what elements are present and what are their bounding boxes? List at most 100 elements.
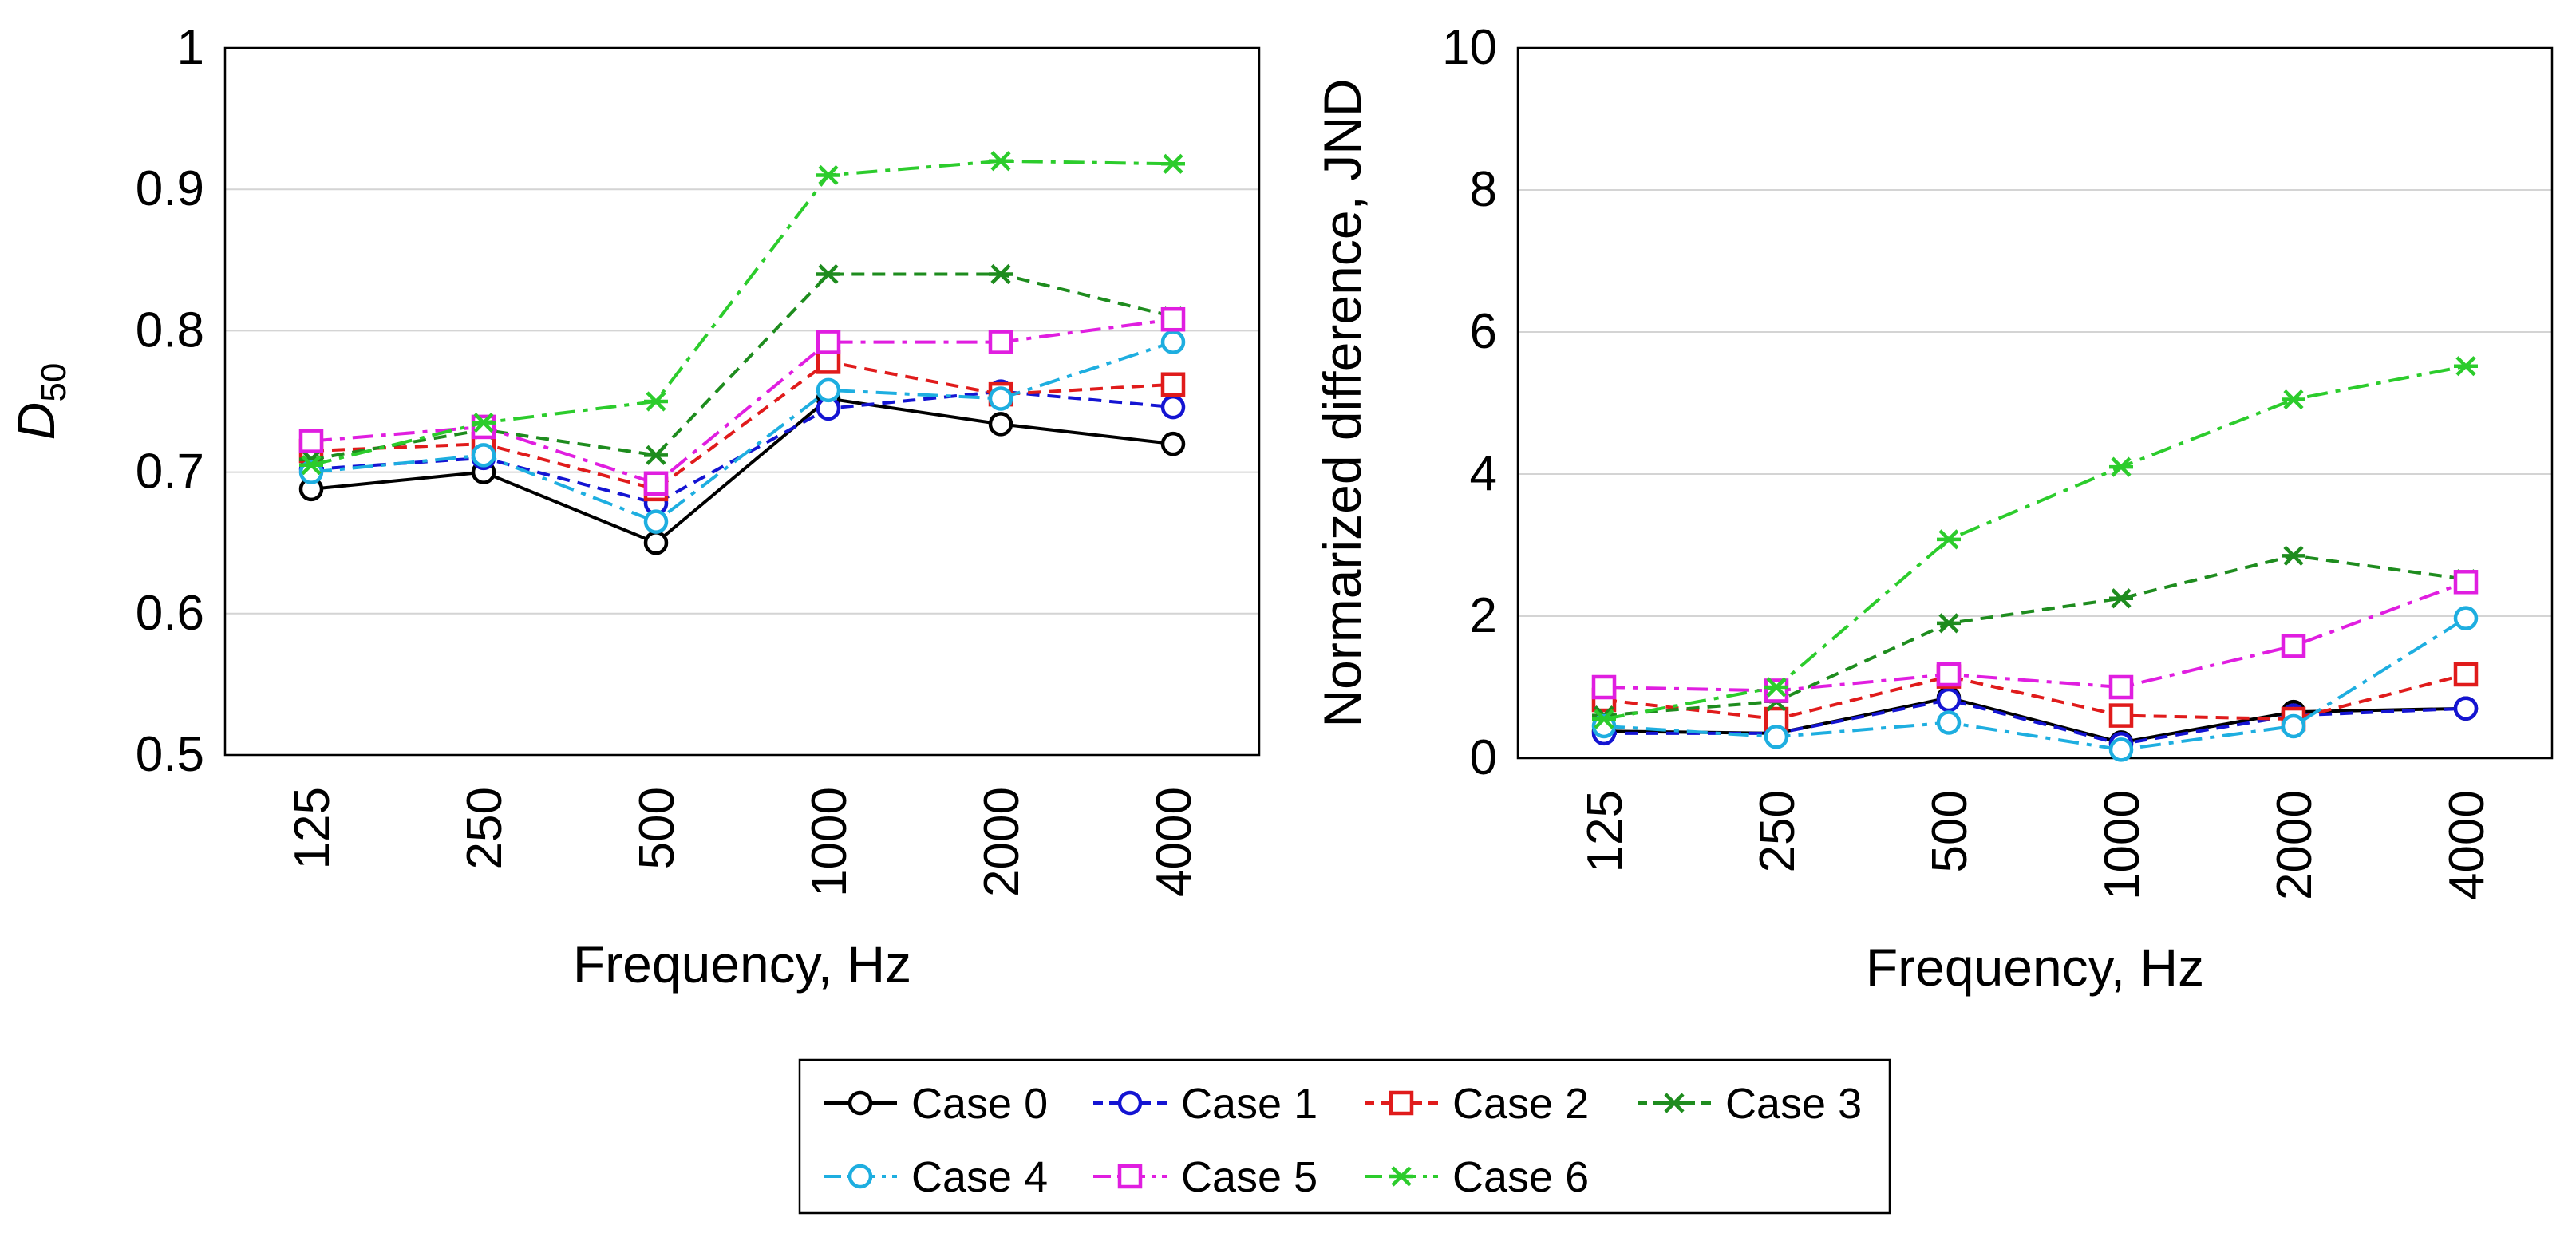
jnd-ytick-label: 2 [1470,588,1497,643]
jnd-case-3-point [2109,588,2133,609]
d50-case-3-point [644,445,668,465]
d50-case-4-point [643,509,669,534]
legend: Case 0 Case 1 Case 2 Case 3 Case 4 Case 5 Case… [798,1058,1891,1215]
jnd-xtick-label: 4000 [2440,790,2495,900]
d50-case-4-point [471,443,496,468]
legend-label: Case 3 [1725,1080,1862,1128]
d50-ytick-label: 0.9 [136,161,204,216]
d50-case-5-point [1160,306,1186,332]
d50-case-6-line [310,159,1174,467]
d50-ytick-label: 0.5 [136,727,204,782]
d50-case-4-point [1160,330,1186,354]
jnd-ytick-label: 4 [1470,446,1497,501]
d50-case-4-line [310,340,1174,524]
d50-case-3-line [310,272,1174,461]
d50-y-axis-label-sub: 50 [34,363,73,402]
jnd-case-4-point [2281,713,2306,739]
jnd-case-5-point [1591,674,1617,700]
chart-d50: 0.5 0.6 0.7 0.8 0.9 1 125 250 500 1000 2000 4000 Fre… [6,20,1261,994]
d50-case-0-point [643,530,669,555]
jnd-case-1-point [2453,696,2479,721]
d50-case-3-point [816,263,840,285]
jnd-case-6-point [1592,709,1616,729]
legend-swatch-marker [1389,1090,1414,1116]
d50-xtick-label: 2000 [974,787,1029,897]
legend-entry-case-5: Case 5 [1093,1153,1318,1201]
legend-label: Case 5 [1181,1153,1318,1201]
d50-case-5-point [643,471,669,496]
jnd-ytick-label: 8 [1470,162,1497,217]
jnd-case-4-point [2108,737,2134,762]
jnd-case-2-point [2108,703,2134,728]
d50-case-6-point [472,412,496,433]
jnd-case-1-line [1604,698,2467,746]
d50-case-5-point [816,330,841,354]
d50-case-2-line [310,360,1174,492]
jnd-case-4-point [2453,606,2479,630]
jnd-case-6-series [1592,356,2478,729]
jnd-case-5-point [2453,570,2479,595]
jnd-xtick-label: 125 [1578,790,1633,872]
jnd-x-axis-label: Frequency, Hz [1866,938,2204,997]
d50-case-6-point [1161,153,1185,174]
jnd-xtick-label: 250 [1750,790,1805,872]
legend-label: Case 6 [1452,1153,1589,1201]
jnd-case-5-point [1764,678,1789,703]
d50-case-6-point [299,455,323,476]
d50-case-2-point [816,350,841,374]
d50-case-0-point [988,412,1013,437]
jnd-case-4-point [1936,710,1962,735]
d50-case-6-series [299,151,1185,476]
d50-case-2-point [1160,372,1186,397]
jnd-case-3-line [1603,554,2467,717]
d50-xtick-label: 250 [457,787,512,869]
jnd-case-6-line [1603,364,2467,721]
legend-label: Case 2 [1452,1080,1589,1128]
d50-ytick-label: 1 [177,20,204,75]
jnd-case-4-point [1591,713,1617,739]
legend-entry-case-3: Case 3 [1638,1080,1862,1128]
legend-label: Case 4 [911,1153,1048,1201]
d50-case-5-point [298,429,324,453]
d50-case-6-point [816,164,840,186]
jnd-case-2-point [2453,662,2479,687]
jnd-case-5-series [1591,570,2479,703]
jnd-case-4-point [1764,725,1789,749]
d50-case-5-line [310,318,1174,486]
d50-ytick-label: 0.6 [136,586,204,641]
jnd-case-5-point [2108,674,2134,700]
d50-xtick-label: 500 [630,787,685,869]
d50-case-1-line [310,389,1174,505]
d50-case-0-point [1160,431,1186,456]
legend-swatch-marker [1662,1093,1686,1113]
d50-xtick-label: 4000 [1147,787,1202,897]
d50-case-6-point [644,391,668,412]
legend-label: Case 0 [911,1080,1048,1128]
d50-ytick-label: 0.8 [136,302,204,358]
d50-y-axis-label-main: D [6,402,65,441]
legend-swatch-marker [847,1090,873,1116]
d50-case-5-point [988,330,1013,354]
jnd-case-1-point [1936,687,1962,713]
jnd-case-3-series [1592,545,2478,726]
jnd-case-1-series [1591,687,2479,757]
jnd-xtick-label: 1000 [2095,790,2150,900]
jnd-xtick-label: 500 [1922,790,1977,872]
jnd-ytick-label: 10 [1442,20,1497,75]
legend-entry-case-2: Case 2 [1365,1080,1589,1128]
d50-xtick-label: 1000 [802,787,857,897]
jnd-case-2-line [1603,673,2467,721]
legend-box [798,1058,1891,1215]
d50-y-axis-label: D50 [6,363,73,441]
legend-entry-case-0: Case 0 [824,1080,1048,1128]
d50-x-axis-label: Frequency, Hz [573,935,911,994]
d50-case-3-point [989,263,1013,285]
d50-xtick-label: 125 [285,787,340,869]
d50-case-5-series [298,306,1186,496]
jnd-case-5-point [1936,662,1962,687]
jnd-y-axis-label: Normarized difference, JND [1313,78,1372,727]
legend-swatch-marker [1117,1090,1143,1116]
legend-entry-case-4: Case 4 [824,1153,1048,1201]
d50-case-1-point [1160,394,1186,420]
